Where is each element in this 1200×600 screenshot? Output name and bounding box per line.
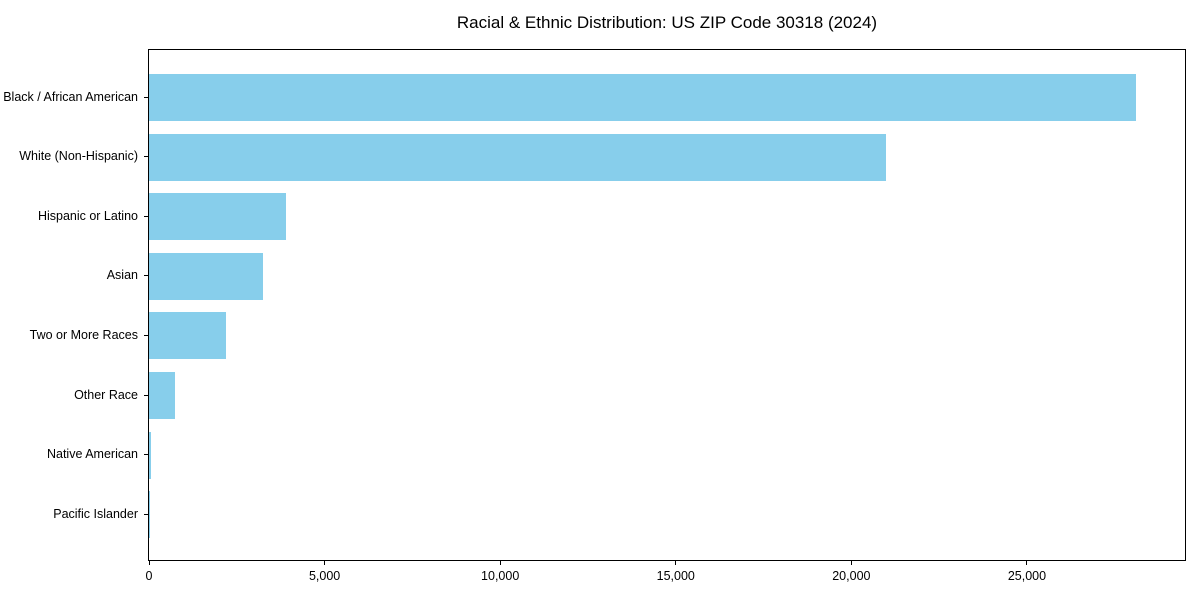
x-tick-label: 5,000 bbox=[308, 569, 341, 583]
y-tick-label: Other Race bbox=[74, 387, 138, 402]
y-tick-label: Native American bbox=[46, 447, 138, 462]
y-tick-label: Black / African American bbox=[3, 89, 138, 104]
bar-black-african-american bbox=[149, 74, 1136, 121]
y-axis-tick bbox=[144, 275, 148, 277]
x-axis-tick bbox=[499, 561, 501, 565]
y-tick-label: Hispanic or Latino bbox=[37, 208, 138, 223]
x-tick-label: 0 bbox=[145, 569, 153, 583]
y-tick-label: White (Non-Hispanic) bbox=[19, 149, 138, 164]
bar-native-american bbox=[149, 431, 151, 479]
x-axis-tick bbox=[324, 561, 326, 565]
bar-white-non-hispanic bbox=[149, 133, 887, 181]
y-tick-label: Asian bbox=[106, 268, 138, 283]
x-axis-tick bbox=[148, 561, 150, 565]
bar-hispanic-or-latino bbox=[149, 193, 286, 241]
x-tick-label: 15,000 bbox=[656, 569, 695, 583]
y-axis-tick bbox=[144, 394, 148, 396]
x-axis-tick bbox=[850, 561, 852, 565]
plot-area bbox=[148, 49, 1186, 561]
bar-pacific-islander bbox=[149, 491, 150, 539]
y-axis-tick bbox=[144, 454, 148, 456]
y-tick-label: Pacific Islander bbox=[53, 506, 138, 521]
y-axis-tick bbox=[144, 156, 148, 158]
y-axis-tick bbox=[144, 215, 148, 217]
x-tick-label: 10,000 bbox=[481, 569, 520, 583]
x-axis-tick bbox=[1026, 561, 1028, 565]
x-tick-label: 20,000 bbox=[832, 569, 871, 583]
bar-other-race bbox=[149, 372, 176, 419]
y-axis-tick bbox=[144, 334, 148, 336]
bar-asian bbox=[149, 252, 264, 300]
y-tick-label: Two or More Races bbox=[29, 327, 138, 342]
x-axis-tick bbox=[675, 561, 677, 565]
y-axis-tick bbox=[144, 96, 148, 98]
x-tick-label: 25,000 bbox=[1007, 569, 1047, 583]
bar-two-or-more-races bbox=[149, 312, 227, 360]
chart-title: Racial & Ethnic Distribution: US ZIP Cod… bbox=[456, 13, 878, 32]
y-axis-tick bbox=[144, 513, 148, 515]
